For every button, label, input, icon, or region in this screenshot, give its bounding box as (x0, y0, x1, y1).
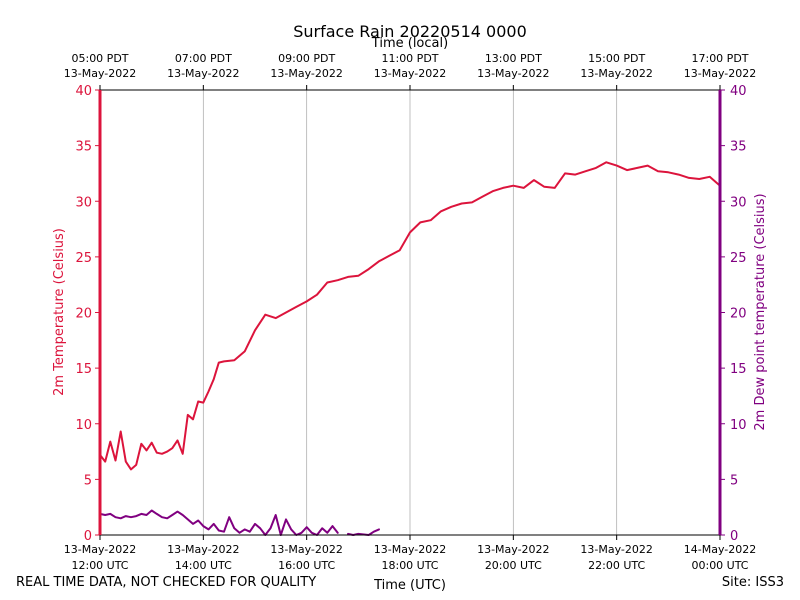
right-y-axis-label: 2m Dew point temperature (Celsius) (753, 193, 768, 430)
top-x-axis-ticks: 05:00 PDT 13-May-2022 07:00 PDT 13-May-2022… (64, 52, 756, 90)
right-y-tick-label: 35 (730, 140, 747, 155)
top-x-tick-time: 09:00 PDT (278, 52, 335, 65)
left-y-tick-label: 15 (75, 362, 92, 377)
right-y-tick-label: 25 (730, 251, 747, 266)
bottom-x-tick-date: 13-May-2022 (580, 543, 652, 556)
bottom-x-tick-date: 13-May-2022 (477, 543, 549, 556)
top-x-tick-date: 13-May-2022 (580, 67, 652, 80)
left-y-tick-label: 5 (84, 473, 92, 488)
bottom-x-tick-date: 13-May-2022 (374, 543, 446, 556)
temperature-line (99, 161, 721, 471)
left-y-axis-label: 2m Temperature (Celsius) (52, 228, 67, 396)
top-x-tick-time: 05:00 PDT (71, 52, 128, 65)
top-x-tick-date: 13-May-2022 (167, 67, 239, 80)
top-axis-label: Time (local) (371, 36, 448, 51)
bottom-x-axis-ticks: 13-May-2022 12:00 UTC 13-May-2022 14:00 UTC… (64, 535, 756, 572)
right-y-tick-label: 0 (730, 529, 738, 544)
bottom-x-tick-time: 12:00 UTC (71, 559, 128, 572)
right-y-axis-ticks: 0 5 10 15 20 25 30 35 40 (720, 84, 747, 544)
top-x-tick-time: 11:00 PDT (381, 52, 438, 65)
bottom-x-tick-date: 13-May-2022 (167, 543, 239, 556)
right-y-tick-label: 5 (730, 473, 738, 488)
left-y-axis-ticks: 0 5 10 15 20 25 30 35 40 (75, 84, 100, 544)
top-x-tick-time: 13:00 PDT (485, 52, 542, 65)
x-axis-label: Time (UTC) (373, 578, 446, 593)
bottom-x-tick-date: 14-May-2022 (684, 543, 756, 556)
bottom-x-tick-date: 13-May-2022 (64, 543, 136, 556)
bottom-x-tick-time: 18:00 UTC (381, 559, 438, 572)
top-x-tick-time: 15:00 PDT (588, 52, 645, 65)
left-y-tick-label: 35 (75, 140, 92, 155)
chart-title: Surface Rain 20220514 0000 (293, 22, 527, 41)
site-label: Site: ISS3 (721, 575, 784, 590)
right-y-tick-label: 15 (730, 362, 747, 377)
dew-point-line (347, 528, 380, 536)
bottom-x-tick-time: 14:00 UTC (175, 559, 232, 572)
left-y-tick-label: 20 (75, 307, 92, 322)
top-x-tick-date: 13-May-2022 (477, 67, 549, 80)
top-x-tick-time: 17:00 PDT (691, 52, 748, 65)
right-y-tick-label: 20 (730, 307, 747, 322)
left-y-tick-label: 40 (75, 84, 92, 99)
dew-point-line (99, 509, 339, 536)
bottom-x-tick-time: 00:00 UTC (691, 559, 748, 572)
left-y-tick-label: 10 (75, 418, 92, 433)
bottom-x-tick-time: 20:00 UTC (485, 559, 542, 572)
right-y-tick-label: 40 (730, 84, 747, 99)
top-x-tick-date: 13-May-2022 (270, 67, 342, 80)
right-y-tick-label: 30 (730, 195, 747, 210)
bottom-x-tick-time: 22:00 UTC (588, 559, 645, 572)
top-x-tick-date: 13-May-2022 (684, 67, 756, 80)
bottom-x-tick-time: 16:00 UTC (278, 559, 335, 572)
right-y-tick-label: 10 (730, 418, 747, 433)
quality-disclaimer: REAL TIME DATA, NOT CHECKED FOR QUALITY (16, 575, 317, 590)
top-x-tick-time: 07:00 PDT (175, 52, 232, 65)
vertical-grid (202, 90, 618, 535)
top-x-tick-date: 13-May-2022 (374, 67, 446, 80)
bottom-x-tick-date: 13-May-2022 (270, 543, 342, 556)
left-y-tick-label: 25 (75, 251, 92, 266)
left-y-tick-label: 30 (75, 195, 92, 210)
top-x-tick-date: 13-May-2022 (64, 67, 136, 80)
left-y-tick-label: 0 (84, 529, 92, 544)
